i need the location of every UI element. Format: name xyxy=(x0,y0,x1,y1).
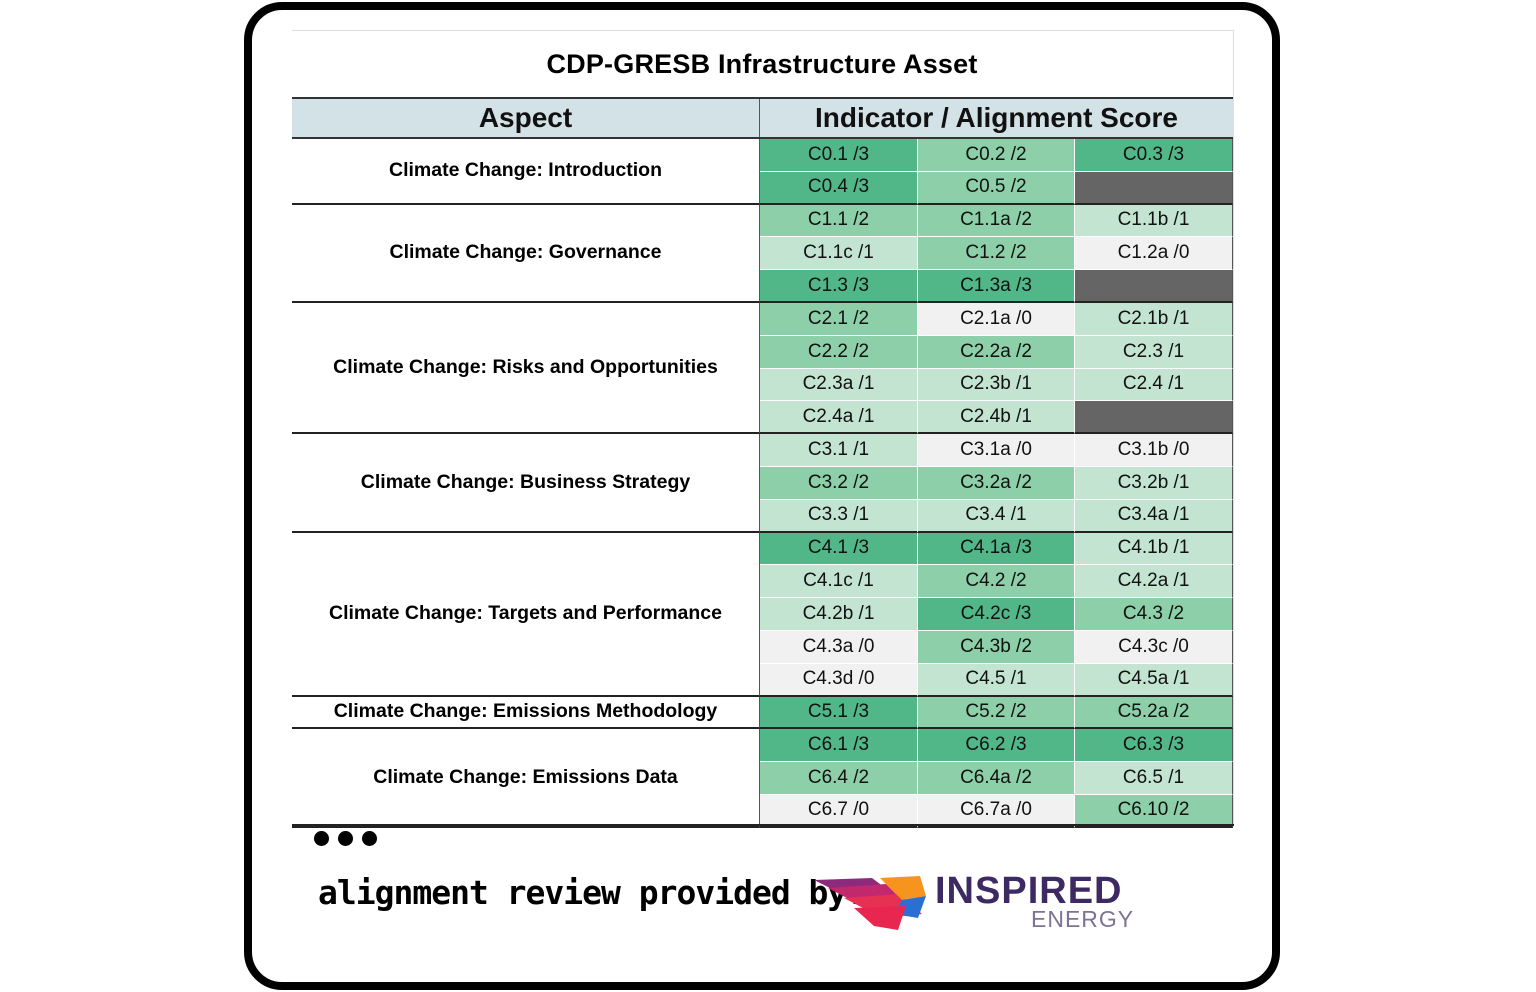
indicator-cell: C2.1a /0 xyxy=(918,302,1075,336)
indicator-cell: C4.1b /1 xyxy=(1075,532,1233,566)
indicator-cell: C3.1b /0 xyxy=(1075,434,1233,467)
indicator-cell: C2.4 /1 xyxy=(1075,368,1233,402)
indicator-cell: C4.3d /0 xyxy=(760,663,918,697)
aspect-label: Climate Change: Business Strategy xyxy=(292,434,760,533)
indicator-cell: C3.4a /1 xyxy=(1075,499,1233,533)
indicator-cell: C0.1 /3 xyxy=(760,139,918,172)
indicator-cell: C4.2b /1 xyxy=(760,598,918,631)
indicator-cell: C3.2b /1 xyxy=(1075,466,1233,500)
indicator-cell: C4.3 /2 xyxy=(1075,598,1233,631)
indicator-cell: C5.2 /2 xyxy=(918,696,1075,730)
indicator-cell: C6.3 /3 xyxy=(1075,729,1233,763)
indicator-cell: C6.4a /2 xyxy=(918,762,1075,795)
aspect-label: Climate Change: Risks and Opportunities xyxy=(292,302,760,435)
indicator-cell: C4.5 /1 xyxy=(918,663,1075,697)
indicator-cell: C2.4b /1 xyxy=(918,401,1075,435)
indicator-cell: C1.2 /2 xyxy=(918,237,1075,271)
aspect-label: Climate Change: Targets and Performance xyxy=(292,532,760,697)
aspect-label: Climate Change: Emissions Data xyxy=(292,729,760,828)
header-indicator: Indicator / Alignment Score xyxy=(814,102,1178,133)
indicator-cell: C3.4 /1 xyxy=(918,499,1075,533)
indicator-cell: C0.5 /2 xyxy=(918,171,1075,205)
indicator-cell: C2.1 /2 xyxy=(760,302,918,336)
aspect-label: Climate Change: Introduction xyxy=(292,139,760,205)
indicator-cell: C5.2a /2 xyxy=(1075,696,1233,730)
review-text: alignment review provided by: xyxy=(318,873,866,912)
indicator-cell: C4.2 /2 xyxy=(918,565,1075,599)
indicator-cell: C3.1a /0 xyxy=(918,434,1075,467)
indicator-cell: C6.5 /1 xyxy=(1075,762,1233,795)
indicator-cell: C4.3b /2 xyxy=(918,630,1075,664)
aspect-label: Climate Change: Governance xyxy=(292,204,760,303)
indicator-cell: C4.1 /3 xyxy=(760,532,918,566)
indicator-cell: C4.2c /3 xyxy=(918,598,1075,631)
indicator-cell: C2.4a /1 xyxy=(760,401,918,435)
indicator-cell: C2.2a /2 xyxy=(918,335,1075,369)
header-aspect: Aspect xyxy=(292,99,760,137)
indicator-cell: C6.7 /0 xyxy=(760,794,918,828)
table-body: Climate Change: Introduction C0.1 /3 C0.2 … xyxy=(292,139,1233,828)
indicator-cell: C2.3a /1 xyxy=(760,368,918,402)
indicator-cell: C4.2a /1 xyxy=(1075,565,1233,599)
dot xyxy=(314,831,329,846)
aspect-label: Climate Change: Emissions Methodology xyxy=(292,696,760,730)
indicator-cell: C6.2 /3 xyxy=(918,729,1075,763)
indicator-cell: C4.3c /0 xyxy=(1075,630,1233,664)
indicator-cell: C2.3 /1 xyxy=(1075,335,1233,369)
indicator-cell: C6.4 /2 xyxy=(760,762,918,795)
indicator-cell: C3.3 /1 xyxy=(760,499,918,533)
empty-cell xyxy=(1075,171,1233,205)
empty-cell xyxy=(1075,401,1233,435)
indicator-cell: C0.3 /3 xyxy=(1075,139,1233,172)
indicator-cell: C1.1b /1 xyxy=(1075,204,1233,238)
indicator-cell: C3.1 /1 xyxy=(760,434,918,467)
logo-subtitle: ENERGY xyxy=(1031,906,1135,932)
ellipsis-icon xyxy=(314,831,377,846)
indicator-cell: C4.3a /0 xyxy=(760,630,918,664)
alignment-table: CDP-GRESB Infrastructure Asset Aspect In… xyxy=(292,30,1234,828)
table-bottom-border xyxy=(292,824,1234,826)
indicator-cell: C3.2a /2 xyxy=(918,466,1075,500)
indicator-cell: C0.4 /3 xyxy=(760,171,918,205)
indicator-cell: C4.1a /3 xyxy=(918,532,1075,566)
indicator-cell: C1.1 /2 xyxy=(760,204,918,238)
table-title: CDP-GRESB Infrastructure Asset xyxy=(546,48,978,79)
inspired-energy-logo-icon xyxy=(814,876,926,930)
indicator-cell: C1.3 /3 xyxy=(760,270,918,303)
indicator-cell: C2.1b /1 xyxy=(1075,302,1233,336)
table-header-row: Aspect Indicator / Alignment Score xyxy=(292,97,1233,139)
indicator-cell: C6.10 /2 xyxy=(1075,794,1233,828)
indicator-cell: C6.1 /3 xyxy=(760,729,918,763)
indicator-cell: C4.5a /1 xyxy=(1075,663,1233,697)
indicator-cell: C2.3b /1 xyxy=(918,368,1075,402)
dot xyxy=(362,831,377,846)
indicator-cell: C1.3a /3 xyxy=(918,270,1075,303)
dot xyxy=(338,831,353,846)
indicator-cell: C4.1c /1 xyxy=(760,565,918,599)
indicator-cell: C0.2 /2 xyxy=(918,139,1075,172)
indicator-cell: C1.1a /2 xyxy=(918,204,1075,238)
indicator-cell: C5.1 /3 xyxy=(760,696,918,730)
indicator-cell: C3.2 /2 xyxy=(760,466,918,500)
logo-wordmark: INSPIRED xyxy=(935,870,1123,912)
indicator-cell: C6.7a /0 xyxy=(918,794,1075,828)
indicator-cell: C1.2a /0 xyxy=(1075,237,1233,271)
indicator-cell: C2.2 /2 xyxy=(760,335,918,369)
indicator-cell: C1.1c /1 xyxy=(760,237,918,271)
empty-cell xyxy=(1075,270,1233,303)
